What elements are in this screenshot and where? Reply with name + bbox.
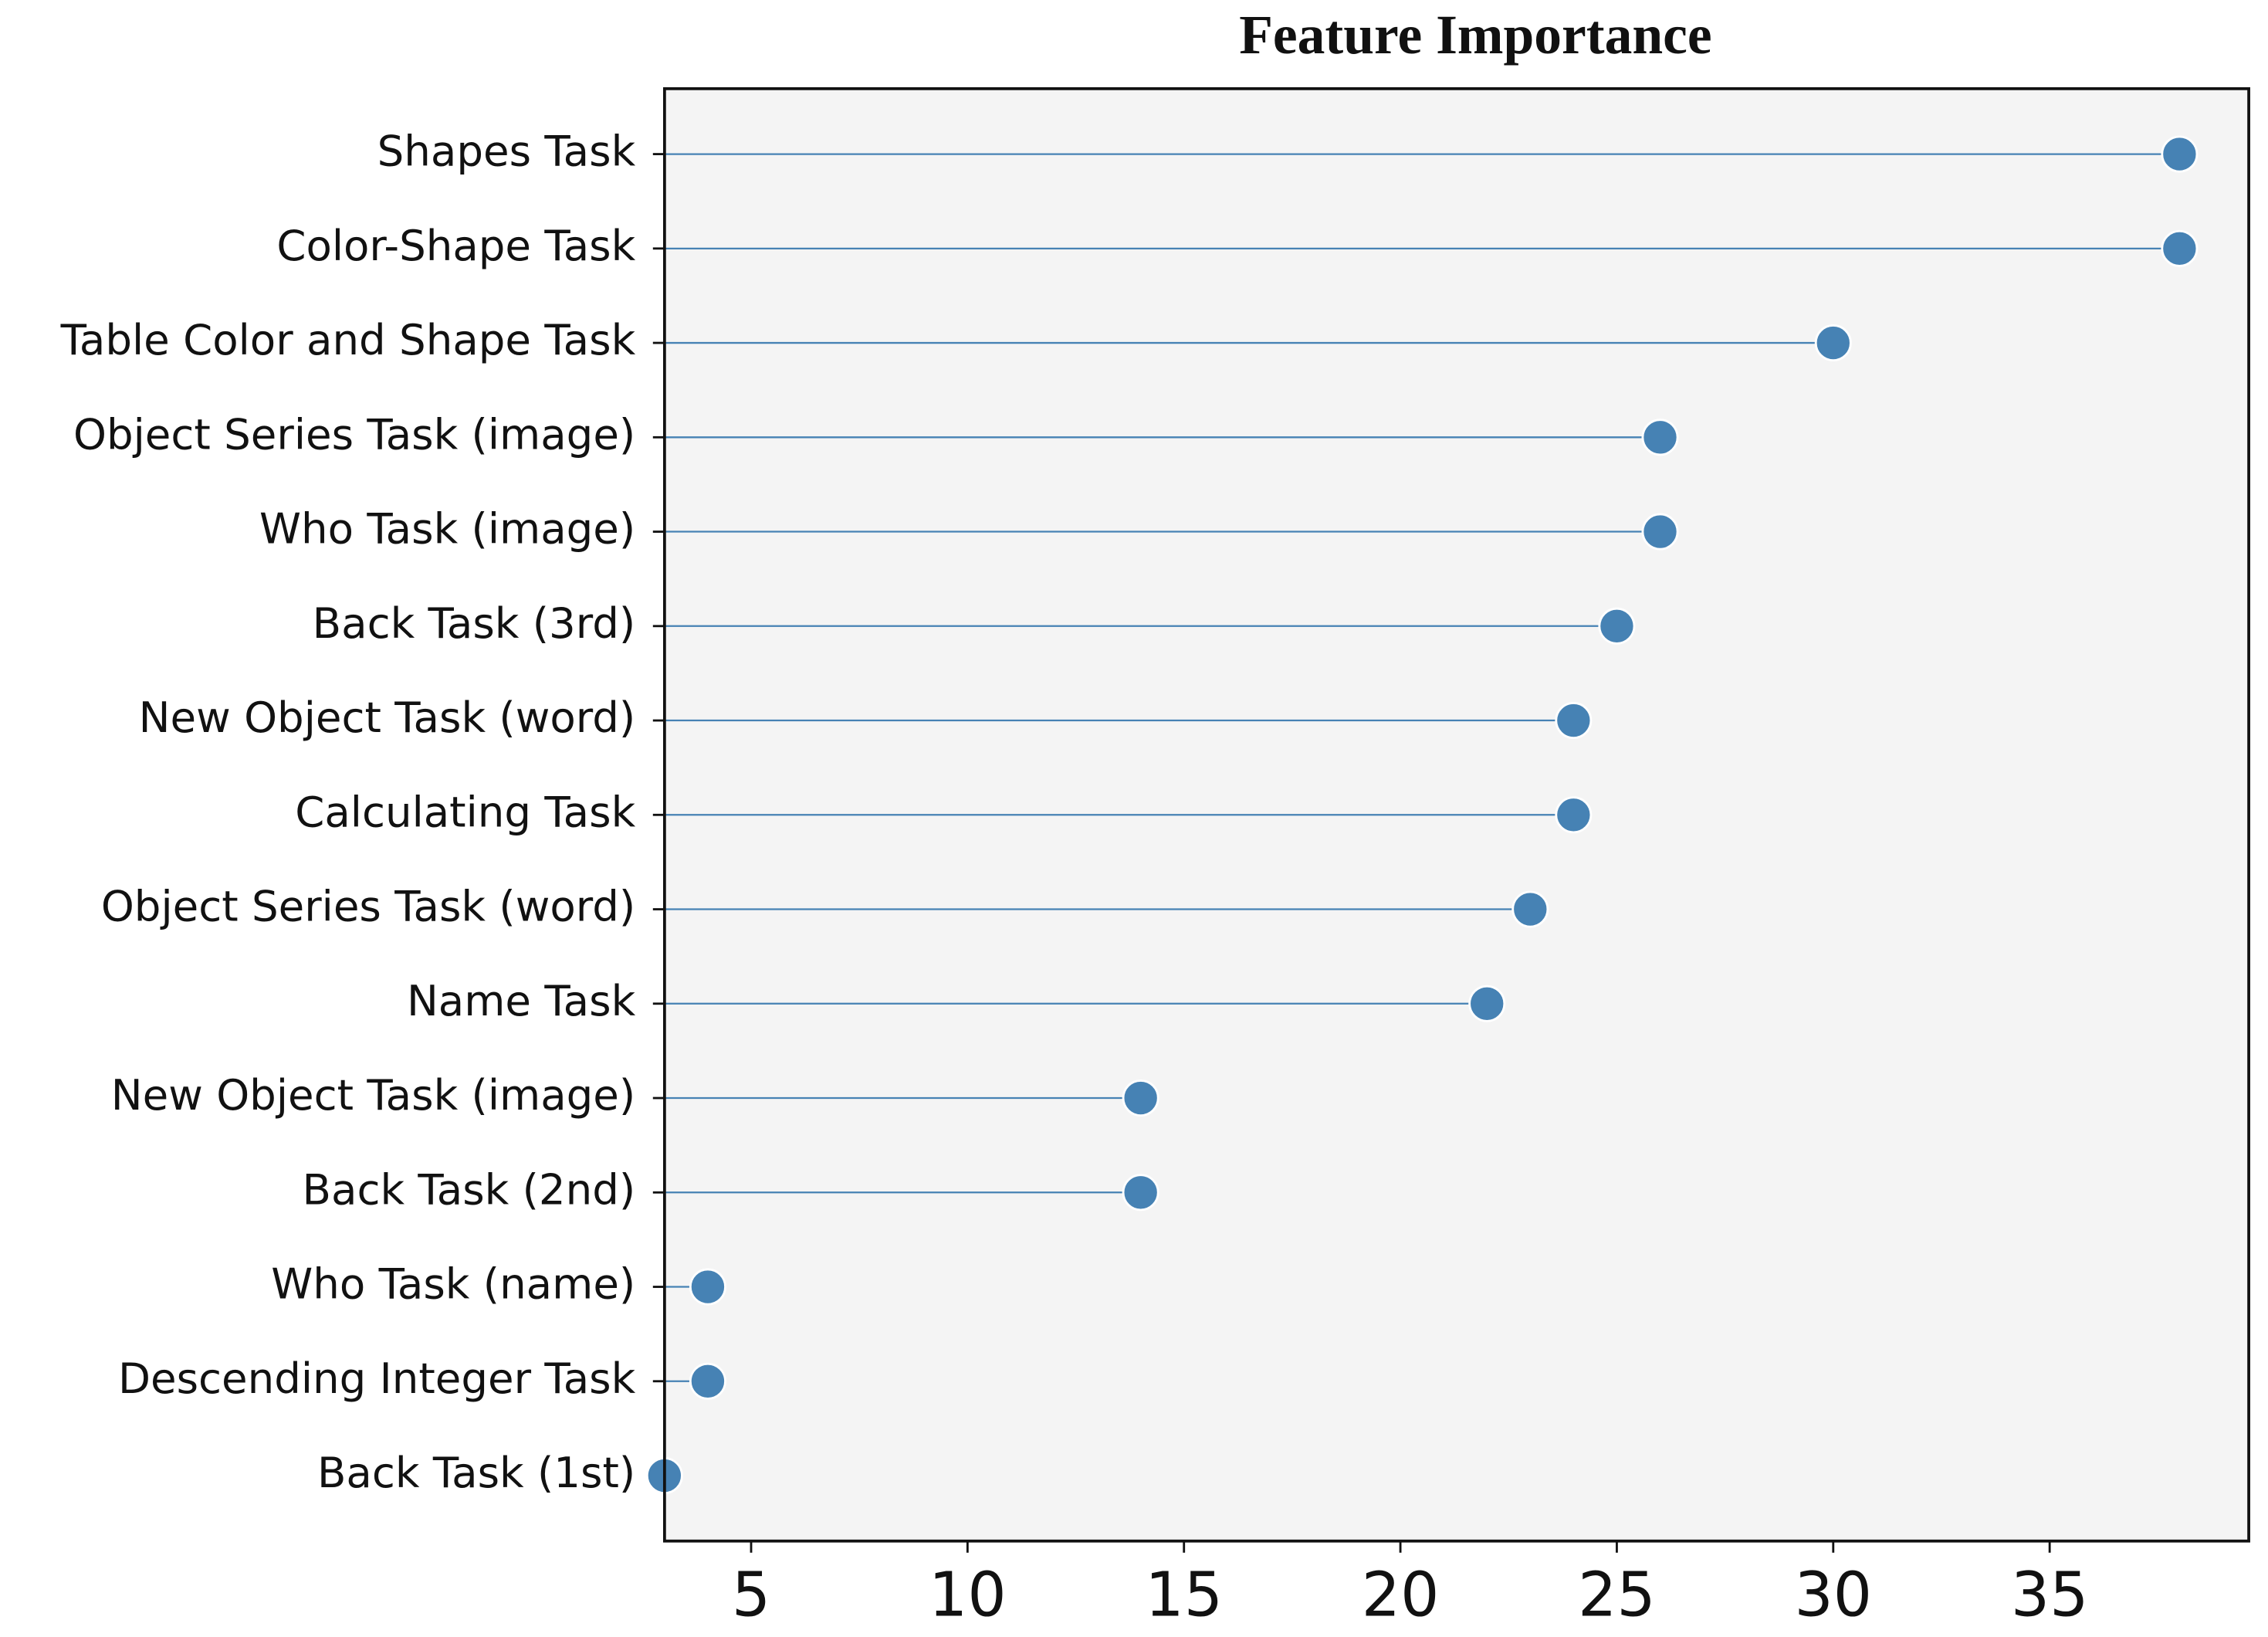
dot — [1122, 1079, 1159, 1117]
y-tick-label: Back Task (1st) — [317, 1448, 635, 1497]
y-tick-label: Who Task (image) — [259, 504, 635, 554]
y-tick-label: Who Task (name) — [271, 1259, 635, 1309]
x-tick-label: 10 — [929, 1560, 1007, 1631]
dot — [1641, 513, 1679, 551]
x-tick-label: 20 — [1362, 1560, 1440, 1631]
dot — [1598, 607, 1636, 645]
x-tick-label: 15 — [1145, 1560, 1223, 1631]
y-tick-label: New Object Task (word) — [139, 693, 636, 742]
y-tick-label: Name Task — [407, 976, 636, 1025]
dot — [1641, 419, 1679, 456]
dot — [1511, 890, 1549, 928]
dot — [689, 1268, 726, 1306]
dot — [2161, 135, 2199, 173]
y-tick-label: Object Series Task (word) — [101, 882, 635, 931]
dot — [1468, 985, 1506, 1022]
y-tick-label: Back Task (2nd) — [303, 1164, 636, 1214]
x-tick-label: 30 — [1794, 1560, 1872, 1631]
y-tick-label: New Object Task (image) — [111, 1070, 635, 1120]
y-tick-label: Calculating Task — [295, 787, 635, 836]
x-tick-label: 35 — [2011, 1560, 2089, 1631]
y-tick-label: Descending Integer Task — [118, 1354, 636, 1403]
y-tick-label: Color-Shape Task — [276, 221, 635, 270]
dot — [2161, 229, 2199, 267]
dot — [1122, 1174, 1159, 1212]
y-tick-label: Table Color and Shape Task — [60, 315, 636, 364]
x-tick-label: 5 — [732, 1560, 770, 1631]
y-tick-label: Shapes Task — [377, 127, 636, 176]
y-tick-label: Back Task (3rd) — [313, 598, 636, 648]
chart-title: Feature Importance — [1239, 5, 1712, 66]
dot — [1555, 796, 1593, 834]
dot — [1555, 702, 1593, 740]
dot — [1814, 324, 1852, 362]
x-tick-label: 25 — [1578, 1560, 1656, 1631]
plot-frame — [662, 86, 2250, 1543]
y-tick-label: Object Series Task (image) — [73, 409, 635, 459]
dot — [689, 1362, 726, 1400]
